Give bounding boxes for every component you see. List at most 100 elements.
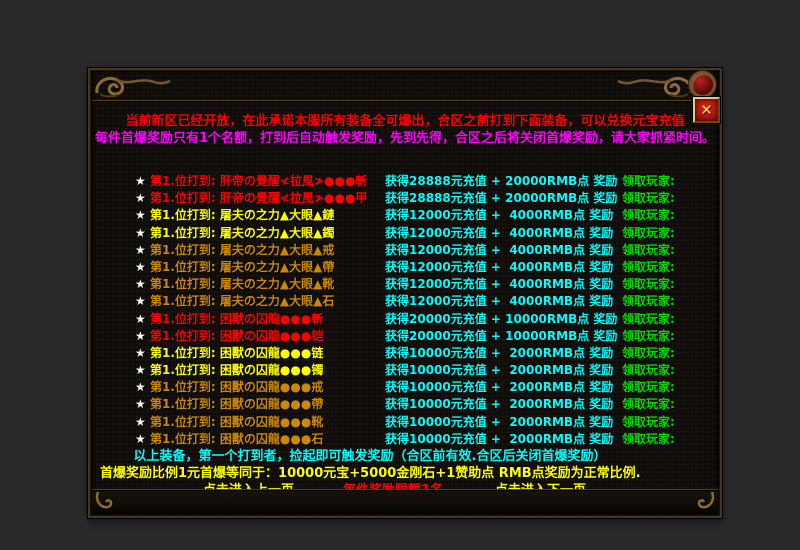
claim-player-label: 领取玩家: bbox=[622, 277, 675, 292]
reward-row: ★ 第1.位打到: 屠夫の之力▲大眼▲鏈 获得12000元充值 + 4000RM… bbox=[135, 207, 717, 224]
claim-player-label: 领取玩家: bbox=[622, 328, 675, 343]
rank-label: 第1.位打到: bbox=[150, 242, 216, 257]
announcement-header: 当前新区已经开放，在此承诺本服所有装备全可爆出，合区之前打到下面装备，可以兑换元… bbox=[90, 113, 720, 147]
reward-row: ★ 第1.位打到: 屠夫の之力▲大眼▲帶 获得12000元充值 + 4000RM… bbox=[135, 259, 717, 276]
claim-player-label: 领取玩家: bbox=[622, 242, 675, 257]
footer-note-1: 以上装备，第一个打到者，捡起即可触发奖励（合区前有效.合区后关闭首爆奖励） bbox=[133, 449, 607, 464]
star-icon: ★ bbox=[135, 191, 146, 206]
item-name: 困獸の囚龍●●●铠 bbox=[219, 328, 324, 343]
reward-value: 获得12000元充值 + 4000RMB点 奖励 bbox=[385, 242, 614, 257]
item-name: 屠夫の之力▲大眼▲石 bbox=[219, 294, 335, 309]
reward-row: ★ 第1.位打到: 困獸の囚龍●●●斬 获得20000元充值 + 10000RM… bbox=[135, 311, 717, 328]
reward-value: 获得10000元充值 + 2000RMB点 奖励 bbox=[385, 397, 614, 412]
reward-value: 获得12000元充值 + 4000RMB点 奖励 bbox=[385, 225, 614, 240]
reward-value: 获得10000元充值 + 2000RMB点 奖励 bbox=[385, 363, 614, 378]
rank-label: 第1.位打到: bbox=[150, 311, 216, 326]
rank-label: 第1.位打到: bbox=[150, 174, 216, 188]
item-name: 屠夫の之力▲大眼▲鏈 bbox=[219, 208, 335, 223]
reward-row: ★ 第1.位打到: 肝帝の覺醒≮拉風≯●●●甲 获得28888元充值 + 200… bbox=[135, 190, 717, 207]
star-icon: ★ bbox=[135, 208, 146, 223]
reward-value: 获得20000元充值 + 10000RMB点 奖励 bbox=[385, 311, 618, 326]
corner-hook-icon bbox=[95, 491, 113, 509]
rank-label: 第1.位打到: bbox=[150, 225, 216, 240]
scroll-ornament-icon bbox=[95, 76, 171, 98]
reward-value: 获得10000元充值 + 2000RMB点 奖励 bbox=[385, 345, 614, 360]
reward-row: ★ 第1.位打到: 困獸の囚龍●●●靴 获得10000元充值 + 2000RMB… bbox=[135, 414, 717, 431]
claim-player-label: 领取玩家: bbox=[622, 397, 675, 412]
reward-row: ★ 第1.位打到: 困獸の囚龍●●●铠 获得20000元充值 + 10000RM… bbox=[135, 328, 717, 345]
announcement-line-1: 当前新区已经开放，在此承诺本服所有装备全可爆出，合区之前打到下面装备，可以兑换元… bbox=[125, 114, 685, 129]
star-icon: ★ bbox=[135, 397, 146, 412]
claim-player-label: 领取玩家: bbox=[622, 311, 675, 326]
reward-row: ★ 第1.位打到: 困獸の囚龍●●●链 获得10000元充值 + 2000RMB… bbox=[135, 345, 717, 362]
rank-label: 第1.位打到: bbox=[150, 380, 216, 395]
reward-row: ★ 第1.位打到: 肝帝の覺醒≮拉風≯●●●斬 获得28888元充值 + 200… bbox=[135, 173, 717, 190]
announcement-line-2: 每件首爆奖励只有1个名额，打到后自动触发奖励，先到先得，合区之后将关闭首爆奖励，… bbox=[94, 131, 716, 146]
item-name: 肝帝の覺醒≮拉風≯●●●斬 bbox=[219, 174, 368, 188]
scroll-ornament-icon bbox=[617, 76, 693, 98]
item-name: 困獸の囚龍●●●斬 bbox=[219, 311, 324, 326]
item-name: 屠夫の之力▲大眼▲鐲 bbox=[219, 225, 335, 240]
item-name: 困獸の囚龍●●●链 bbox=[219, 345, 324, 360]
reward-value: 获得28888元充值 + 20000RMB点 奖励 bbox=[385, 174, 618, 188]
reward-row: ★ 第1.位打到: 困獸の囚龍●●●戒 获得10000元充值 + 2000RMB… bbox=[135, 379, 717, 396]
rank-label: 第1.位打到: bbox=[150, 431, 216, 446]
reward-row: ★ 第1.位打到: 屠夫の之力▲大眼▲戒 获得12000元充值 + 4000RM… bbox=[135, 242, 717, 259]
star-icon: ★ bbox=[135, 328, 146, 343]
rank-label: 第1.位打到: bbox=[150, 397, 216, 412]
reward-row: ★ 第1.位打到: 困獸の囚龍●●●帶 获得10000元充值 + 2000RMB… bbox=[135, 396, 717, 413]
claim-player-label: 领取玩家: bbox=[622, 414, 675, 429]
claim-player-label: 领取玩家: bbox=[622, 363, 675, 378]
item-name: 屠夫の之力▲大眼▲帶 bbox=[219, 259, 335, 274]
claim-player-label: 领取玩家: bbox=[622, 208, 675, 223]
item-name: 困獸の囚龍●●●镯 bbox=[219, 363, 324, 378]
rank-label: 第1.位打到: bbox=[150, 191, 216, 206]
rank-label: 第1.位打到: bbox=[150, 277, 216, 292]
star-icon: ★ bbox=[135, 414, 146, 429]
rank-label: 第1.位打到: bbox=[150, 208, 216, 223]
claim-player-label: 领取玩家: bbox=[622, 294, 675, 309]
reward-value: 获得10000元充值 + 2000RMB点 奖励 bbox=[385, 414, 614, 429]
item-name: 困獸の囚龍●●●戒 bbox=[219, 380, 324, 395]
rows-list: ★ 第1.位打到: 肝帝の覺醒≮拉風≯●●●斬 获得28888元充值 + 200… bbox=[135, 173, 717, 448]
star-icon: ★ bbox=[135, 345, 146, 360]
item-name: 困獸の囚龍●●●帶 bbox=[219, 397, 324, 412]
claim-player-label: 领取玩家: bbox=[622, 225, 675, 240]
star-icon: ★ bbox=[135, 380, 146, 395]
star-icon: ★ bbox=[135, 225, 146, 240]
close-button[interactable]: ✕ bbox=[692, 96, 721, 124]
star-icon: ★ bbox=[135, 174, 146, 188]
star-icon: ★ bbox=[135, 311, 146, 326]
claim-player-label: 领取玩家: bbox=[622, 380, 675, 395]
star-icon: ★ bbox=[135, 431, 146, 446]
claim-player-label: 领取玩家: bbox=[622, 259, 675, 274]
reward-value: 获得10000元充值 + 2000RMB点 奖励 bbox=[385, 380, 614, 395]
reward-value: 获得20000元充值 + 10000RMB点 奖励 bbox=[385, 328, 618, 343]
star-icon: ★ bbox=[135, 294, 146, 309]
reward-value: 获得12000元充值 + 4000RMB点 奖励 bbox=[385, 294, 614, 309]
rank-label: 第1.位打到: bbox=[150, 345, 216, 360]
item-name: 困獸の囚龍●●●石 bbox=[219, 431, 324, 446]
star-icon: ★ bbox=[135, 277, 146, 292]
reward-value: 获得12000元充值 + 4000RMB点 奖励 bbox=[385, 208, 614, 223]
item-name: 困獸の囚龍●●●靴 bbox=[219, 414, 324, 429]
item-name: 肝帝の覺醒≮拉風≯●●●甲 bbox=[219, 191, 368, 206]
reward-row: ★ 第1.位打到: 困獸の囚龍●●●镯 获得10000元充值 + 2000RMB… bbox=[135, 362, 717, 379]
item-name: 屠夫の之力▲大眼▲戒 bbox=[219, 242, 335, 257]
reward-value: 获得28888元充值 + 20000RMB点 奖励 bbox=[385, 191, 618, 206]
reward-row: ★ 第1.位打到: 屠夫の之力▲大眼▲靴 获得12000元充值 + 4000RM… bbox=[135, 276, 717, 293]
footer-note-2: 首爆奖励比例1元首爆等同于：10000元宝+5000金刚石+1赞助点 RMB点奖… bbox=[100, 466, 641, 481]
claim-player-label: 领取玩家: bbox=[622, 174, 675, 188]
star-icon: ★ bbox=[135, 242, 146, 257]
claim-player-label: 领取玩家: bbox=[622, 345, 675, 360]
announcement-panel: ✕ 当前新区已经开放，在此承诺本服所有装备全可爆出，合区之前打到下面装备，可以兑… bbox=[87, 67, 723, 519]
panel-bottom-frame bbox=[92, 489, 718, 514]
rank-label: 第1.位打到: bbox=[150, 363, 216, 378]
reward-value: 获得10000元充值 + 2000RMB点 奖励 bbox=[385, 431, 614, 446]
reward-value: 获得12000元充值 + 4000RMB点 奖励 bbox=[385, 277, 614, 292]
claim-player-label: 领取玩家: bbox=[622, 191, 675, 206]
reward-row: ★ 第1.位打到: 屠夫の之力▲大眼▲鐲 获得12000元充值 + 4000RM… bbox=[135, 225, 717, 242]
reward-row: ★ 第1.位打到: 屠夫の之力▲大眼▲石 获得12000元充值 + 4000RM… bbox=[135, 293, 717, 310]
claim-player-label: 领取玩家: bbox=[622, 431, 675, 446]
